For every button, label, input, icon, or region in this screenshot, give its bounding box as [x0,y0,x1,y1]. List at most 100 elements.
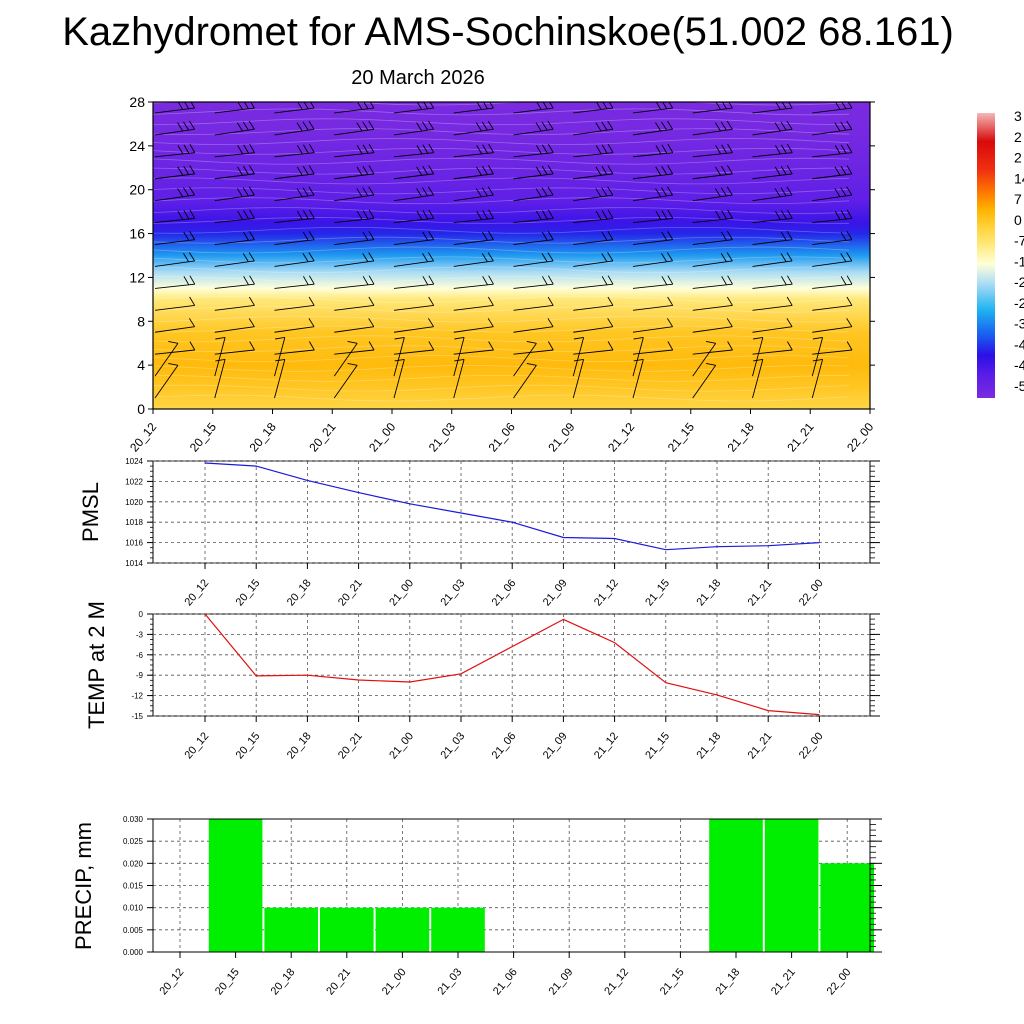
wind-barb [812,296,853,311]
wind-barb [692,252,733,267]
wind-barb [513,186,554,202]
isotherm-line [153,384,850,392]
wind-barb-flag [607,102,614,109]
precip-x-tick-label: 21_06 [491,966,520,997]
precip-panel: 0.000 0.005 0.010 0.015 0.020 0.025 0.030 20_1… [71,815,882,997]
wind-barb-flag [774,122,781,132]
wind-barb-flag [753,358,763,362]
wind-barb [214,186,255,202]
wind-barb-flag [303,210,309,220]
wind-barb [513,230,554,245]
wind-barb-flag [661,253,668,262]
wind-barb-staff [872,350,912,354]
wind-barb [692,120,733,136]
wind-barb-flag [356,166,363,176]
wind-barb-flag [487,230,494,240]
wind-barb-flag [715,166,721,176]
wind-barb-staff [453,128,494,136]
colorbar-label: -1 [1014,253,1024,269]
wind-barb-flag [834,166,841,176]
wind-barb-flag [168,341,179,344]
wind-barb [214,318,255,333]
wind-barb-flag [356,210,363,220]
pmsl-series-line [204,462,820,551]
cross-section-y-tick-label: 20 [129,182,145,198]
temp-x-tick-label: 21_15 [643,730,672,761]
wind-barb-staff [692,326,733,333]
wind-barb [154,165,196,180]
wind-barb-flag [243,165,249,175]
pmsl-y-tick-label: 1022 [125,477,143,486]
wind-barb-staff [632,217,673,224]
wind-barb [632,252,673,267]
wind-barb-flag [189,143,196,153]
isotherm-line [153,177,850,185]
wind-barb-staff [513,349,554,355]
wind-barb [334,341,375,355]
wind-barb-flag [655,166,662,176]
wind-barb-flag [721,231,727,241]
wind-barb-flag [786,120,793,130]
wind-barb [812,318,853,333]
wind-barb-flag [368,186,375,196]
wind-barb-flag [661,144,668,154]
wind-barb [752,275,793,289]
wind-barb [334,318,375,333]
wind-barb-staff [393,173,434,180]
wind-barb-flag [895,122,900,131]
wind-barb-flag [183,102,190,110]
wind-barb-flag [781,210,787,220]
wind-barb-staff [692,343,717,377]
wind-barb [513,275,554,289]
wind-barb-flag [834,188,841,198]
wind-barb-staff [214,152,255,158]
colorbar-label: -4 [1014,336,1024,352]
wind-barb-flag [422,276,429,286]
wind-barb-flag [428,209,435,219]
wind-barb-flag [846,275,853,285]
wind-barb-flag [476,210,482,220]
wind-barb [513,143,554,158]
wind-barb-flag [308,275,315,285]
wind-barb-staff [513,283,554,289]
wind-barb-flag [302,121,309,131]
wind-barb [692,341,733,355]
wind-barb-staff [154,107,195,114]
wind-barb [393,337,405,377]
wind-barb [752,165,793,180]
wind-barb-staff [632,107,673,114]
wind-barb-flag [753,337,763,340]
wind-barb-flag [416,145,423,155]
wind-barb-flag [308,102,315,109]
pmsl-x-tick-label: 20_12 [182,577,211,608]
isotherm-line [153,157,850,165]
wind-barb-flag [607,341,614,351]
wind-barb [513,318,554,333]
wind-barb-flag [834,145,841,155]
wind-barb-staff [274,283,315,289]
wind-barb-staff [692,239,733,245]
wind-barb-staff [573,326,613,333]
pmsl-x-axis: 20_12 20_15 20_18 20_21 21_00 21_03 21_06 21_09… [182,563,826,608]
wind-barb-flag [454,358,465,362]
wind-barb [274,252,315,267]
wind-barb-flag [547,230,554,240]
precip-bar [820,863,874,952]
cross-section-x-tick-label: 20_15 [187,420,219,455]
wind-barb-staff [573,305,614,311]
precip-y-tick-label: 0.015 [123,882,144,891]
wind-barb-staff [154,349,195,355]
wind-barb [573,296,614,311]
wind-barb-flag [428,102,435,109]
wind-barb-staff [573,239,614,245]
wind-barb [871,165,912,179]
wind-barb-flag [547,186,554,196]
wind-barb-flag [775,210,781,220]
colorbar-label: -3 [1014,316,1024,332]
wind-barb-staff [274,217,315,224]
temp-frame [152,613,871,717]
wind-barb-staff [214,194,255,202]
wind-barb-staff [334,217,375,224]
wind-barb-staff [812,283,853,289]
wind-barb [573,165,614,180]
